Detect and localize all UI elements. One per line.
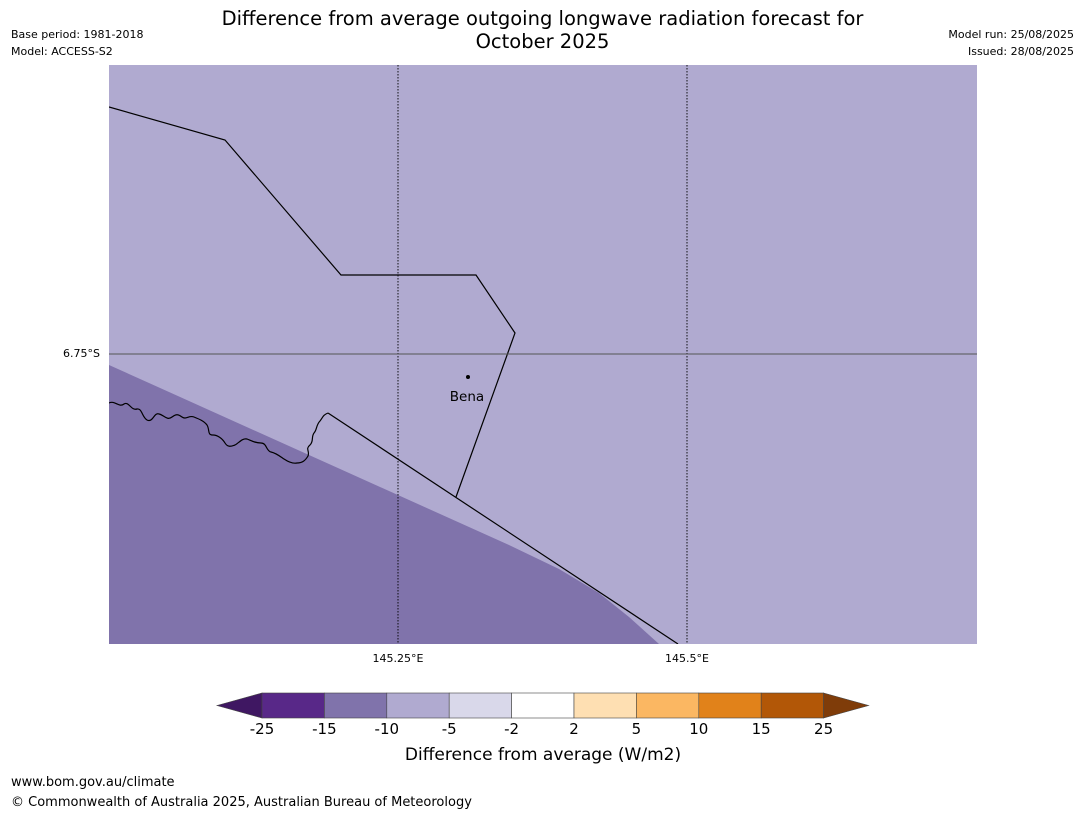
place-marker[interactable] [466,375,470,379]
colorbar-tick-label: -5 [441,720,457,738]
colorbar-segment [760,692,824,719]
colorbar-tick-label: -25 [249,720,275,738]
colorbar-segment [511,692,575,719]
footer-copyright: © Commonwealth of Australia 2025, Austra… [11,795,472,810]
colorbar-tick-label: -2 [504,720,520,738]
colorbar-graphic [215,692,870,719]
map-canvas: Bena [109,65,977,644]
coastline [109,401,329,464]
colorbar-extension-low [215,692,263,719]
map-panel[interactable]: Bena [109,65,977,644]
colorbar-tick-label: 2 [569,720,579,738]
colorbar-tick-label: -10 [374,720,400,738]
colorbar-tick-label: 10 [689,720,709,738]
colorbar-tick-label: -15 [312,720,337,738]
meta-left: Base period: 1981-2018 Model: ACCESS-S2 [11,26,143,60]
colorbar-tick-label: 5 [631,720,642,738]
province-border [109,106,516,498]
issued-text: Issued: 28/08/2025 [967,45,1074,58]
colorbar-segment [573,692,637,719]
colorbar-segment [261,692,325,719]
map-title: Difference from average outgoing longwav… [221,7,864,53]
fill-region-dark-purple [109,365,659,644]
colorbar-segment [636,692,700,719]
longitude-label-145-5: 145.5°E [665,652,709,665]
model-text: Model: ACCESS-S2 [11,45,113,58]
colorbar-tick-label: 15 [751,720,771,738]
place-label: Bena [450,389,484,405]
colorbar-extension-high [823,692,870,719]
colorbar-tick-label: 25 [814,720,834,738]
province-border-south [327,412,679,644]
colorbar-segment [386,692,450,719]
colorbar [215,692,870,719]
base-period-text: Base period: 1981-2018 [11,28,144,41]
model-run-text: Model run: 25/08/2025 [948,28,1074,41]
latitude-label: 6.75°S [63,347,100,360]
longitude-label-145-25: 145.25°E [372,652,424,665]
colorbar-label: Difference from average (W/m2) [404,745,682,765]
colorbar-segment [324,692,388,719]
colorbar-segment [698,692,762,719]
footer-url[interactable]: www.bom.gov.au/climate [11,775,175,790]
meta-right: Model run: 25/08/2025 Issued: 28/08/2025 [948,26,1074,60]
colorbar-segment [448,692,512,719]
